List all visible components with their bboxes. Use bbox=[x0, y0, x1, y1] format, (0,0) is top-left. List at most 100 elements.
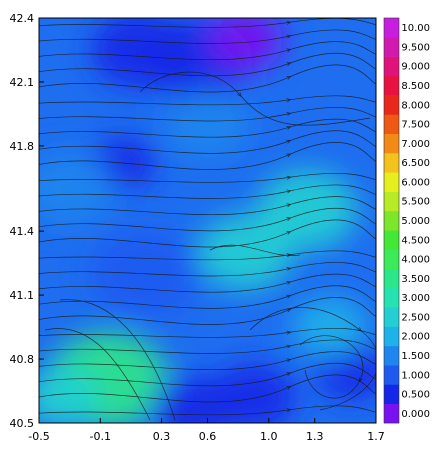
colorbar-label: 0.500 bbox=[401, 390, 430, 401]
x-tick-label: 1.7 bbox=[367, 430, 385, 443]
colorbar-label: 7.000 bbox=[401, 139, 430, 150]
plot-area bbox=[39, 18, 376, 423]
streamline bbox=[39, 130, 376, 154]
streamline bbox=[39, 339, 376, 354]
streamline bbox=[39, 118, 376, 138]
y-tick-label: 42.1 bbox=[10, 76, 35, 89]
colorbar-swatch bbox=[384, 75, 399, 96]
colorbar-label: 4.000 bbox=[401, 255, 430, 266]
colorbar-label: 10.00 bbox=[401, 23, 430, 34]
colorbar-swatch bbox=[384, 326, 399, 347]
streamline bbox=[39, 207, 376, 232]
colorbar-swatch bbox=[384, 403, 399, 424]
field-region bbox=[165, 90, 250, 159]
streamline bbox=[39, 273, 376, 293]
streamline bbox=[39, 362, 376, 387]
y-tick-label: 40.8 bbox=[10, 353, 35, 366]
streamline bbox=[39, 297, 376, 325]
field-region bbox=[208, 18, 284, 70]
colorbar-label: 0.000 bbox=[401, 409, 430, 420]
streamline bbox=[39, 196, 376, 216]
field-region bbox=[149, 376, 235, 423]
colorbar-swatch bbox=[384, 365, 399, 385]
colorbar-label: 2.000 bbox=[401, 332, 430, 343]
streamline bbox=[39, 95, 376, 106]
colorbar-label: 9.000 bbox=[401, 62, 430, 73]
colorbar-swatch bbox=[384, 133, 399, 154]
y-tick-label: 41.4 bbox=[10, 225, 35, 238]
colorbar-swatch bbox=[384, 307, 399, 327]
streamline bbox=[299, 335, 364, 399]
colorbar-swatch bbox=[384, 288, 399, 308]
streamline-clip-group bbox=[39, 18, 376, 421]
plot-clip-group bbox=[39, 18, 376, 423]
colorbar: 0.000 0.500 1.000 1.500 2.000 2.500 3.000 3.500… bbox=[383, 17, 430, 424]
axes: -0.5 -0.1 0.3 0.6 1.0 1.3 1.7 40.5 40.8 41.1 41.4 4… bbox=[10, 12, 385, 443]
colorbar-label: 4.500 bbox=[401, 235, 430, 246]
streamline bbox=[209, 244, 301, 257]
colorbar-label: 1.000 bbox=[401, 370, 430, 381]
streamlines bbox=[39, 18, 376, 421]
streamline bbox=[139, 71, 371, 126]
field-region bbox=[39, 367, 100, 423]
streamline bbox=[39, 52, 376, 77]
streamline bbox=[39, 18, 376, 28]
colorbar-label: 2.500 bbox=[401, 312, 430, 323]
colorbar-swatch bbox=[384, 56, 399, 77]
colorbar-swatch bbox=[384, 172, 399, 192]
colorbar-label: 8.000 bbox=[401, 100, 430, 111]
y-tick-label: 42.4 bbox=[10, 12, 35, 25]
y-tick-label: 41.8 bbox=[10, 140, 35, 153]
streamline bbox=[39, 172, 376, 183]
streamline bbox=[39, 262, 376, 277]
streamline bbox=[39, 219, 376, 248]
streamline bbox=[39, 327, 376, 338]
colorbar-swatch bbox=[384, 95, 399, 115]
colorbar-label: 7.500 bbox=[401, 120, 430, 131]
colorbar-label: 6.000 bbox=[401, 177, 430, 188]
x-tick-label: -0.5 bbox=[28, 430, 49, 443]
streamline bbox=[39, 184, 376, 199]
x-tick-label: -0.1 bbox=[90, 430, 111, 443]
streamline bbox=[39, 64, 376, 93]
streamline bbox=[39, 351, 376, 371]
streamline bbox=[39, 285, 376, 309]
colorbar-swatch bbox=[384, 153, 399, 173]
colorbar-swatch bbox=[384, 249, 399, 270]
colorbar-label: 5.000 bbox=[401, 216, 430, 227]
colorbar-swatch bbox=[384, 18, 399, 38]
x-tick-label: 1.3 bbox=[306, 430, 324, 443]
streamline bbox=[39, 250, 376, 261]
field-region bbox=[198, 214, 294, 291]
streamline bbox=[59, 299, 176, 421]
streamline bbox=[39, 405, 376, 416]
colorbar-swatch bbox=[384, 230, 399, 250]
field-blobs bbox=[39, 18, 376, 423]
colorbar-label: 5.500 bbox=[401, 197, 430, 208]
streamline bbox=[249, 307, 376, 411]
colorbar-label: 9.500 bbox=[401, 42, 430, 53]
streamline bbox=[39, 41, 376, 61]
colorbar-swatch bbox=[384, 191, 399, 212]
colorbar-swatch bbox=[384, 384, 399, 405]
x-tick-label: 0.6 bbox=[199, 430, 217, 443]
colorbar-swatch bbox=[384, 37, 399, 57]
colorbar-label: 8.500 bbox=[401, 81, 430, 92]
colorbar-swatch bbox=[384, 210, 399, 231]
colorbar-swatch bbox=[384, 268, 399, 289]
y-tick-label: 41.1 bbox=[10, 289, 35, 302]
colorbar-label: 3.500 bbox=[401, 274, 430, 285]
colorbar-frame bbox=[383, 17, 400, 424]
x-tick-label: 1.0 bbox=[260, 430, 278, 443]
colorbar-label: 6.500 bbox=[401, 158, 430, 169]
colorbar-label: 1.500 bbox=[401, 351, 430, 362]
streamline bbox=[39, 29, 376, 44]
streamline bbox=[39, 374, 376, 403]
y-tick-label: 40.5 bbox=[10, 417, 35, 430]
colorbar-swatch bbox=[384, 114, 399, 135]
x-tick-label: 0.3 bbox=[153, 430, 171, 443]
streamline bbox=[39, 142, 376, 170]
field-region bbox=[39, 152, 115, 225]
